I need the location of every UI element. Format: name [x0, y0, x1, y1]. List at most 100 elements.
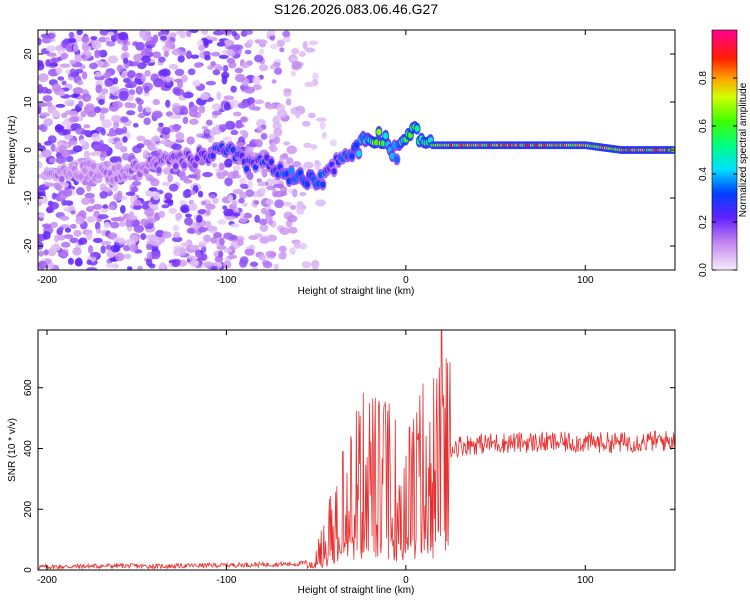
heatmap-cell [226, 57, 236, 64]
heatmap-cell [146, 44, 153, 49]
heatmap-cell [267, 30, 276, 37]
heatmap-cell [38, 105, 42, 112]
heatmap-cell [193, 62, 203, 68]
heatmap-cell [69, 223, 77, 229]
heatmap-cell [252, 76, 261, 85]
heatmap-cell [172, 86, 181, 95]
heatmap-cell [232, 165, 241, 171]
heatmap-cell [75, 257, 83, 266]
heatmap-cell [293, 241, 301, 250]
heatmap-cell [216, 91, 222, 101]
heatmap-cell [240, 116, 247, 123]
heatmap-cell [38, 250, 44, 257]
heatmap-cell [188, 245, 199, 250]
heatmap-cell [305, 47, 316, 53]
heatmap-cell [216, 170, 226, 180]
heatmap-cell [90, 36, 98, 41]
heatmap-cell [276, 39, 285, 48]
heatmap-cell [223, 232, 234, 240]
heatmap-cell [38, 124, 45, 131]
heatmap-cell [167, 199, 174, 207]
heatmap-cell [89, 62, 98, 70]
heatmap-cell [171, 143, 182, 151]
colorbar-gradient [711, 29, 738, 271]
x-tick-label: -100 [216, 275, 236, 286]
heatmap-cell [316, 117, 327, 122]
heatmap-cell [54, 146, 60, 153]
heatmap-cell [161, 231, 172, 239]
heatmap-cell [100, 208, 108, 213]
heatmap-cell [119, 93, 128, 102]
heatmap-cell [279, 227, 290, 236]
heatmap-cell [304, 81, 314, 88]
snr-line [38, 330, 675, 570]
heatmap-cell [222, 260, 232, 269]
heatmap-cell [114, 140, 123, 150]
heatmap-cell [190, 54, 200, 59]
heatmap-cell [159, 80, 165, 87]
heatmap-cell [57, 234, 66, 241]
heatmap-cell [218, 54, 229, 59]
heatmap-cell [118, 31, 129, 41]
heatmap-cell [210, 51, 221, 57]
heatmap-cell [46, 262, 55, 269]
heatmap-cell [46, 52, 57, 57]
heatmap-cell [68, 116, 79, 123]
x-tick-label: 100 [577, 575, 594, 586]
heatmap-cell [136, 143, 145, 149]
heatmap-cell [216, 41, 226, 47]
heatmap-cell [283, 88, 292, 93]
heatmap-cell [152, 99, 161, 106]
heatmap-cell [227, 194, 234, 202]
heatmap-cell [223, 95, 235, 101]
heatmap-cell [160, 35, 167, 41]
heatmap-cell [184, 217, 193, 226]
heatmap-cell [189, 118, 199, 125]
heatmap-cell [99, 112, 105, 122]
heatmap-cell [269, 145, 278, 153]
heatmap-cell [212, 30, 224, 36]
heatmap-cell [101, 88, 109, 95]
heatmap-cell [218, 250, 224, 258]
heatmap-cell [97, 214, 109, 220]
heatmap-cell [253, 99, 265, 105]
heatmap-cell [75, 106, 82, 112]
heatmap-cell [126, 214, 138, 221]
ridge-cell [59, 175, 65, 183]
heatmap-cell [78, 210, 87, 218]
heatmap-cell [223, 247, 233, 253]
heatmap-cell [81, 197, 91, 205]
heatmap-cell [224, 177, 233, 187]
heatmap-cell [209, 194, 216, 199]
heatmap-cell [289, 205, 297, 210]
heatmap-cell [143, 85, 150, 94]
ridge-cell [173, 162, 179, 170]
heatmap-cell [204, 54, 211, 61]
heatmap-cell [179, 170, 186, 179]
heatmap-cell [114, 127, 125, 135]
heatmap-cell [177, 79, 184, 89]
heatmap-cell [38, 59, 44, 67]
heatmap-cell [95, 126, 105, 133]
heatmap-cell [194, 250, 202, 258]
heatmap-cell [242, 61, 248, 68]
heatmap-cell [116, 190, 123, 199]
x-tick-label: -200 [37, 575, 57, 586]
heatmap-cell [137, 112, 146, 119]
heatmap-cell [310, 144, 318, 150]
heatmap-cell [282, 36, 291, 43]
heatmap-cell [254, 138, 263, 148]
heatmap-cell [224, 120, 236, 130]
heatmap-cell [198, 241, 208, 246]
heatmap-cell [145, 106, 152, 113]
heatmap-cell [205, 209, 211, 216]
heatmap-cell [59, 63, 71, 68]
heatmap-cell [244, 86, 255, 94]
heatmap-cell [95, 84, 103, 94]
heatmap-cell [144, 70, 151, 77]
heatmap-cell [219, 237, 225, 246]
heatmap-cell [282, 201, 293, 207]
heatmap-cell [198, 226, 208, 233]
heatmap-cell [211, 162, 218, 168]
heatmap-cell [142, 149, 149, 159]
